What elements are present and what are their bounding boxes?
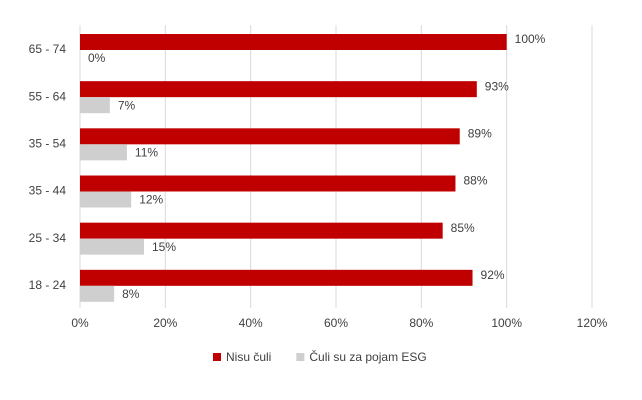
legend-label: Čuli su za pojam ESG	[309, 349, 426, 364]
bar	[80, 81, 477, 98]
data-label: 89%	[468, 127, 492, 141]
bar	[80, 285, 115, 302]
data-label: 11%	[135, 146, 158, 160]
bar	[80, 175, 456, 192]
legend-swatch	[213, 353, 221, 361]
data-label: 12%	[139, 193, 163, 207]
data-label: 92%	[481, 268, 505, 282]
bar	[80, 269, 473, 286]
bar	[80, 97, 110, 114]
data-label: 93%	[485, 79, 509, 93]
y-tick-label: 18 - 24	[29, 278, 67, 292]
data-label: 85%	[451, 221, 475, 235]
data-label: 8%	[122, 287, 140, 301]
data-label: 0%	[88, 51, 106, 65]
data-label: 100%	[515, 32, 546, 46]
bar	[80, 191, 132, 208]
y-tick-label: 35 - 54	[29, 137, 67, 151]
x-tick-label: 60%	[324, 316, 348, 330]
x-tick-label: 100%	[491, 316, 522, 330]
bar	[80, 34, 507, 50]
y-tick-label: 65 - 74	[29, 42, 67, 56]
data-label: 15%	[152, 240, 176, 254]
x-tick-label: 0%	[71, 316, 89, 330]
data-label: 7%	[118, 98, 136, 112]
data-label: 88%	[463, 174, 487, 188]
x-tick-label: 20%	[153, 316, 177, 330]
legend-label: Nisu čuli	[226, 350, 271, 364]
bar	[80, 222, 443, 239]
bar	[80, 144, 127, 161]
x-tick-label: 40%	[239, 316, 263, 330]
y-tick-label: 35 - 44	[29, 184, 67, 198]
bar	[80, 238, 144, 255]
y-tick-label: 55 - 64	[29, 89, 67, 103]
y-tick-label: 25 - 34	[29, 231, 67, 245]
x-tick-label: 80%	[409, 316, 433, 330]
bar	[80, 128, 460, 145]
x-tick-label: 120%	[577, 316, 608, 330]
legend-swatch	[296, 353, 305, 361]
